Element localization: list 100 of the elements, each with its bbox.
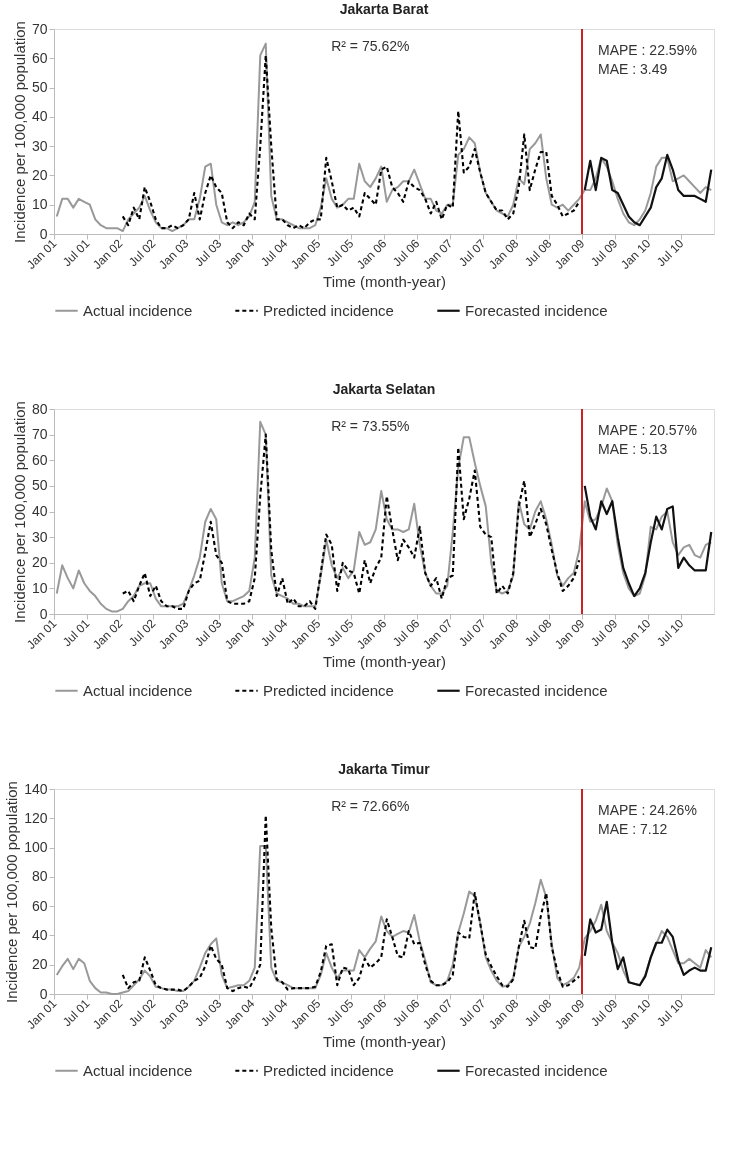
- y-tick-label: 100: [24, 839, 48, 856]
- chart-title: Jakarta Barat: [339, 0, 429, 17]
- x-tick-label: Jul 08: [521, 616, 555, 650]
- x-tick-label: Jan 06: [354, 616, 390, 652]
- y-tick-label: 60: [31, 49, 48, 66]
- y-axis-title: Incidence per 100,000 population: [10, 21, 28, 243]
- x-tick-label: Jan 07: [420, 996, 456, 1032]
- x-tick-label: Jan 05: [288, 616, 324, 652]
- x-tick-label: Jan 02: [90, 996, 126, 1032]
- x-tick-label: Jan 08: [486, 236, 522, 272]
- legend-label: Forecasted incidence: [465, 301, 608, 319]
- legend-label: Forecasted incidence: [465, 681, 608, 699]
- x-tick-label: Jul 08: [521, 236, 555, 270]
- y-tick-label: 70: [31, 20, 48, 37]
- x-tick-label: Jul 07: [455, 996, 489, 1030]
- legend-label: Predicted incidence: [263, 301, 394, 319]
- x-axis-title: Time (month-year): [323, 273, 446, 291]
- x-tick-label: Jan 03: [156, 616, 192, 652]
- x-tick-label: Jul 09: [587, 996, 621, 1030]
- annotation: R² = 73.55%: [331, 418, 410, 434]
- y-tick-label: 60: [31, 451, 48, 468]
- x-tick-label: Jul 03: [191, 236, 225, 270]
- x-tick-label: Jul 10: [653, 236, 687, 270]
- x-tick-label: Jul 04: [257, 996, 291, 1030]
- x-axis-title: Time (month-year): [323, 653, 446, 671]
- legend-label: Predicted incidence: [263, 1061, 394, 1079]
- legend-label: Actual incidence: [83, 1061, 193, 1079]
- legend-label: Forecasted incidence: [465, 1061, 608, 1079]
- x-tick-label: Jul 01: [59, 616, 93, 650]
- x-tick-label: Jul 07: [455, 616, 489, 650]
- legend-label: Predicted incidence: [263, 681, 394, 699]
- y-tick-label: 40: [31, 926, 48, 943]
- y-tick-label: 20: [31, 166, 48, 183]
- x-tick-label: Jul 03: [191, 616, 225, 650]
- x-tick-label: Jan 07: [420, 616, 456, 652]
- x-tick-label: Jan 10: [618, 236, 654, 272]
- x-tick-label: Jul 05: [323, 236, 357, 270]
- x-tick-label: Jul 04: [257, 236, 291, 270]
- chart-title: Jakarta Selatan: [332, 380, 436, 397]
- x-tick-label: Jan 02: [90, 616, 126, 652]
- annotation: MAPE : 20.57%: [598, 422, 697, 438]
- x-tick-label: Jul 06: [389, 996, 423, 1030]
- x-tick-label: Jul 02: [125, 616, 159, 650]
- x-tick-label: Jan 09: [552, 616, 588, 652]
- y-tick-label: 10: [31, 196, 48, 213]
- line-series: [121, 814, 581, 993]
- y-tick-label: 0: [39, 225, 48, 242]
- annotation: MAPE : 24.26%: [598, 802, 697, 818]
- y-tick-label: 120: [24, 809, 48, 826]
- annotation: R² = 72.66%: [331, 798, 410, 814]
- x-tick-label: Jan 08: [486, 616, 522, 652]
- x-tick-label: Jul 09: [587, 236, 621, 270]
- annotation: MAE : 3.49: [598, 61, 668, 77]
- x-tick-label: Jan 03: [156, 236, 192, 272]
- y-tick-label: 20: [31, 554, 48, 571]
- y-tick-label: 140: [24, 780, 48, 797]
- x-tick-label: Jan 09: [552, 236, 588, 272]
- line-series: [583, 900, 713, 987]
- x-tick-label: Jul 08: [521, 996, 555, 1030]
- y-tick-label: 80: [31, 868, 48, 885]
- line-series: [583, 153, 713, 227]
- y-tick-label: 40: [31, 503, 48, 519]
- line-series: [583, 484, 713, 598]
- y-tick-label: 60: [31, 897, 48, 914]
- y-tick-label: 20: [31, 956, 48, 973]
- x-tick-label: Jan 09: [552, 996, 588, 1032]
- x-tick-label: Jan 10: [618, 616, 654, 652]
- x-tick-label: Jul 07: [455, 236, 489, 270]
- x-tick-label: Jan 07: [420, 236, 456, 272]
- x-tick-label: Jan 05: [288, 236, 324, 272]
- y-tick-label: 30: [31, 528, 48, 545]
- x-tick-label: Jul 10: [653, 616, 687, 650]
- chart-title: Jakarta Timur: [338, 760, 431, 777]
- x-tick-label: Jul 02: [125, 996, 159, 1030]
- x-tick-label: Jul 05: [323, 996, 357, 1030]
- y-axis-title: Incidence per 100,000 population: [3, 781, 21, 1003]
- y-tick-label: 70: [31, 426, 48, 443]
- x-tick-label: Jul 02: [125, 236, 159, 270]
- x-tick-label: Jan 02: [90, 236, 126, 272]
- x-tick-label: Jan 03: [156, 996, 192, 1032]
- y-tick-label: 30: [31, 137, 48, 154]
- x-tick-label: Jan 06: [354, 236, 390, 272]
- x-tick-label: Jan 10: [618, 996, 654, 1032]
- x-tick-label: Jul 10: [653, 996, 687, 1030]
- y-tick-label: 50: [31, 79, 48, 96]
- x-tick-label: Jul 06: [389, 616, 423, 650]
- y-tick-label: 0: [39, 605, 48, 622]
- annotation: MAE : 5.13: [598, 441, 668, 457]
- annotation: MAPE : 22.59%: [598, 42, 697, 58]
- x-tick-label: Jan 04: [222, 996, 258, 1032]
- x-tick-label: Jan 08: [486, 996, 522, 1032]
- legend-label: Actual incidence: [83, 681, 193, 699]
- x-tick-label: Jan 06: [354, 996, 390, 1032]
- x-tick-label: Jul 01: [59, 236, 93, 270]
- line-series: [121, 54, 581, 230]
- x-tick-label: Jul 09: [587, 616, 621, 650]
- annotation: R² = 75.62%: [331, 38, 410, 54]
- y-tick-label: 0: [39, 985, 48, 1002]
- legend-label: Actual incidence: [83, 301, 193, 319]
- x-tick-label: Jul 04: [257, 616, 291, 650]
